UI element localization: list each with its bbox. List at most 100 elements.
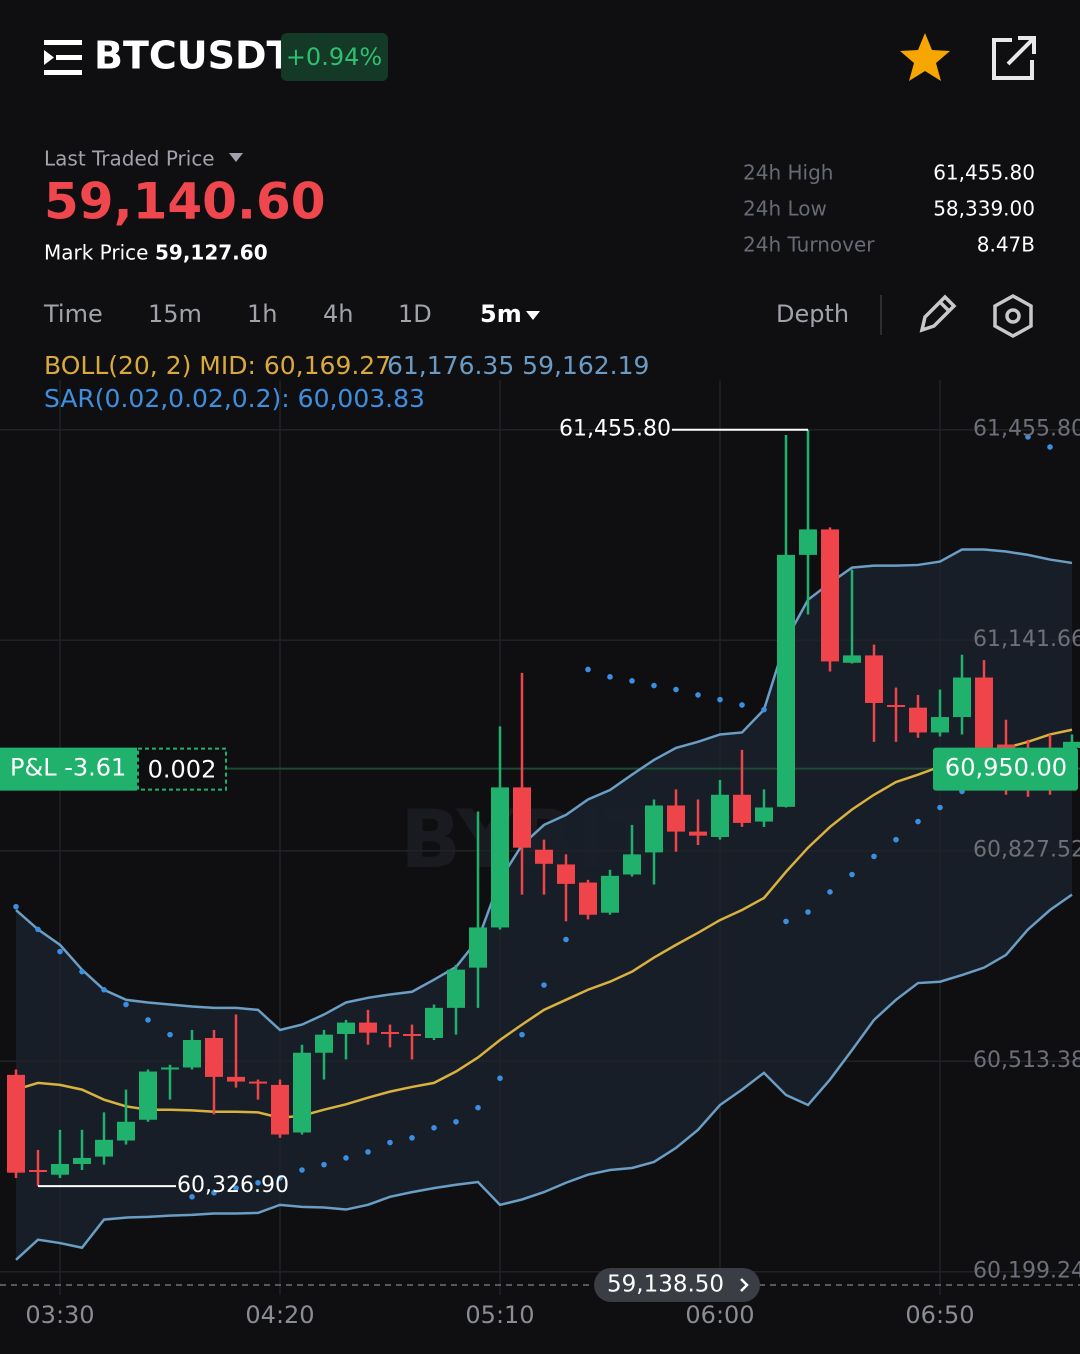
position-price-label: 60,950.00 [945,754,1067,782]
stat-label: 24h Turnover [743,233,875,257]
dropdown-arrow[interactable] [229,153,243,162]
candle-body [7,1074,25,1173]
candle-body [205,1038,223,1077]
candle-body [95,1139,113,1157]
candle-body [645,805,663,853]
sar-dot [453,1118,459,1125]
sar-dot [695,692,701,698]
stat-value: 58,339.00 [933,197,1035,221]
candle-body [491,787,509,928]
depth-tab[interactable]: Depth [776,300,849,328]
chevron [740,1278,749,1292]
sar-dot [563,936,569,943]
menu-icon[interactable] [44,40,82,75]
candle-body [733,794,751,823]
candle-body [403,1033,421,1036]
y-tick-label: 60,513.38 [973,1048,1080,1073]
pnl-tag [0,747,137,791]
sar-dot [145,1017,151,1023]
candle-body [1063,741,1080,748]
qty-tag [137,747,227,791]
sar-dot [343,1155,349,1161]
tab[interactable]: Time [43,300,103,328]
sar-dot [673,686,679,693]
sar-dot [409,1135,415,1141]
candle-body [513,787,531,848]
sar-dot [739,702,745,708]
sar-dot [497,1075,503,1082]
symbol[interactable]: BTCUSDT [94,34,293,78]
sar-dot [783,918,789,925]
chart: BYBIT03:3004:2005:1006:0006:5061,455.806… [0,380,1080,1329]
candle-body [909,707,927,733]
change-badge [281,33,388,81]
sar-dot [761,706,767,713]
candle-body [29,1170,47,1173]
share-icon[interactable] [992,36,1036,80]
sar-dot [79,968,85,975]
x-tick-label: 06:50 [905,1301,974,1329]
sar-dot [541,982,547,988]
y-tick-label: 60,199.24 [973,1259,1080,1284]
candle-body [799,529,817,555]
sar-dot [277,1175,283,1181]
sar-dot [13,903,19,910]
candle-body [117,1121,135,1141]
draw-icon[interactable] [919,294,957,333]
sar-dot [365,1149,371,1155]
sar-dot [123,1001,129,1008]
sar-dot [1047,444,1053,450]
boll-bands: 61,176.35 59,162.19 [387,351,649,380]
sar-dot [849,871,855,878]
sar-dot [827,889,833,895]
boll-upper [15,548,1073,1032]
sar-dot [233,1185,239,1191]
candle-body [447,969,465,1008]
candle-body [755,807,773,822]
candle-body [975,677,993,748]
candle-body [623,854,641,875]
sar-dot [475,1104,481,1111]
last-price: 59,140.60 [44,173,326,231]
x-tick-label: 06:00 [685,1301,754,1329]
tab[interactable]: 1D [398,300,432,328]
candle-body [601,875,619,913]
stat-value: 8.47B [977,233,1035,257]
candle-body [271,1084,289,1135]
favorite-star[interactable] [900,33,950,81]
sar-dot [805,909,811,915]
pnl-label: P&L -3.61 [10,754,126,782]
boll-mid [15,728,1073,1120]
tab[interactable]: 1h [247,300,277,328]
low-marker-label: 60,326.90 [177,1173,289,1198]
sar-dot [717,696,723,703]
tab[interactable]: 4h [323,300,353,328]
candle-body [557,864,575,884]
sar-dot [871,853,877,860]
candle-body [953,677,971,718]
position-price-tag [933,747,1078,791]
candle-body [887,704,905,707]
high-marker-label: 61,455.80 [559,417,671,442]
sar-dot [915,818,921,825]
sar-dot [57,948,63,955]
sar-dot [1025,434,1031,440]
x-tick-label: 05:10 [465,1301,534,1329]
sar-dot [893,836,899,843]
candle-body [425,1007,443,1039]
qty-label: 0.002 [148,756,217,784]
sar-dot [299,1167,305,1173]
dropdown-arrow[interactable] [526,311,540,320]
tab-active[interactable]: 5m [480,300,522,328]
candle-body [249,1081,267,1084]
y-tick-label: 61,141.66 [973,627,1080,652]
candle-body [183,1040,201,1068]
candle-body [293,1052,311,1133]
candle-body [711,794,729,837]
tab[interactable]: 15m [148,300,202,328]
candle-body [865,655,883,703]
candle-body [73,1157,91,1164]
candle-body [535,849,553,864]
settings-icon[interactable] [993,293,1033,339]
